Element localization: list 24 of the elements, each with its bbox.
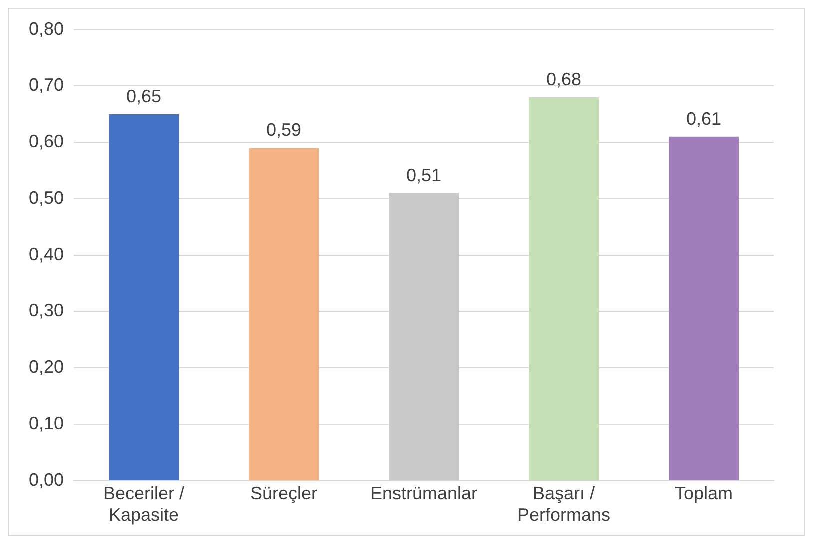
x-tick-label: Toplam bbox=[674, 484, 734, 504]
data-label: 0,51 bbox=[406, 165, 442, 186]
y-tick-label: 0,80 bbox=[28, 18, 64, 39]
data-label: 0,59 bbox=[266, 120, 302, 140]
y-tick-label: 0,30 bbox=[28, 300, 64, 321]
x-tick-label: Enstrümanlar bbox=[370, 484, 478, 504]
y-tick-label: 0,50 bbox=[28, 188, 64, 208]
x-tick-label: Beceriler / Kapasite bbox=[104, 484, 185, 526]
data-label: 0,65 bbox=[126, 86, 162, 106]
bar bbox=[669, 136, 739, 480]
y-tick-label: 0,00 bbox=[28, 470, 64, 490]
data-label: 0,61 bbox=[686, 108, 722, 129]
bar bbox=[529, 97, 600, 480]
x-tick-label: Süreçler bbox=[250, 484, 318, 504]
y-tick-label: 0,10 bbox=[28, 413, 64, 434]
bar bbox=[389, 193, 460, 480]
y-tick-label: 0,40 bbox=[28, 244, 64, 264]
x-tick-label: Başarı / Performans bbox=[517, 484, 611, 526]
data-label: 0,68 bbox=[546, 69, 582, 90]
y-tick-label: 0,70 bbox=[28, 75, 64, 96]
y-tick-label: 0,20 bbox=[28, 357, 64, 378]
bar bbox=[109, 114, 180, 480]
bar bbox=[249, 148, 320, 480]
y-tick-label: 0,60 bbox=[28, 132, 64, 152]
